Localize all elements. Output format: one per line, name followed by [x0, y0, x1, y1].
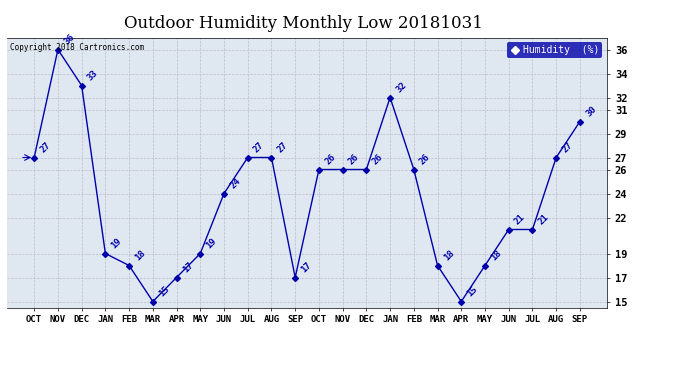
Text: 24: 24	[228, 177, 242, 191]
Text: 32: 32	[394, 81, 408, 95]
Text: 27: 27	[275, 141, 290, 155]
Text: 36: 36	[62, 33, 76, 47]
Text: 18: 18	[133, 249, 147, 263]
Text: 27: 27	[560, 141, 574, 155]
Text: 17: 17	[299, 261, 313, 275]
Text: 18: 18	[442, 249, 455, 263]
Text: 19: 19	[204, 237, 219, 251]
Text: 30: 30	[584, 105, 598, 119]
Text: 15: 15	[157, 285, 171, 299]
Text: 27: 27	[252, 141, 266, 155]
Text: 26: 26	[418, 153, 432, 167]
Text: Outdoor Humidity Monthly Low 20181031: Outdoor Humidity Monthly Low 20181031	[124, 15, 483, 32]
Text: 27: 27	[39, 141, 52, 155]
Text: 26: 26	[371, 153, 384, 167]
Text: 15: 15	[466, 285, 480, 299]
Legend: Humidity  (%): Humidity (%)	[507, 42, 602, 58]
Text: 19: 19	[110, 237, 124, 251]
Text: 26: 26	[323, 153, 337, 167]
Text: 26: 26	[347, 153, 361, 167]
Text: 21: 21	[513, 213, 527, 227]
Text: 17: 17	[181, 261, 195, 275]
Text: Copyright 2018 Cartronics.com: Copyright 2018 Cartronics.com	[10, 43, 144, 52]
Text: 33: 33	[86, 69, 100, 83]
Text: 21: 21	[537, 213, 551, 227]
Text: 18: 18	[489, 249, 503, 263]
